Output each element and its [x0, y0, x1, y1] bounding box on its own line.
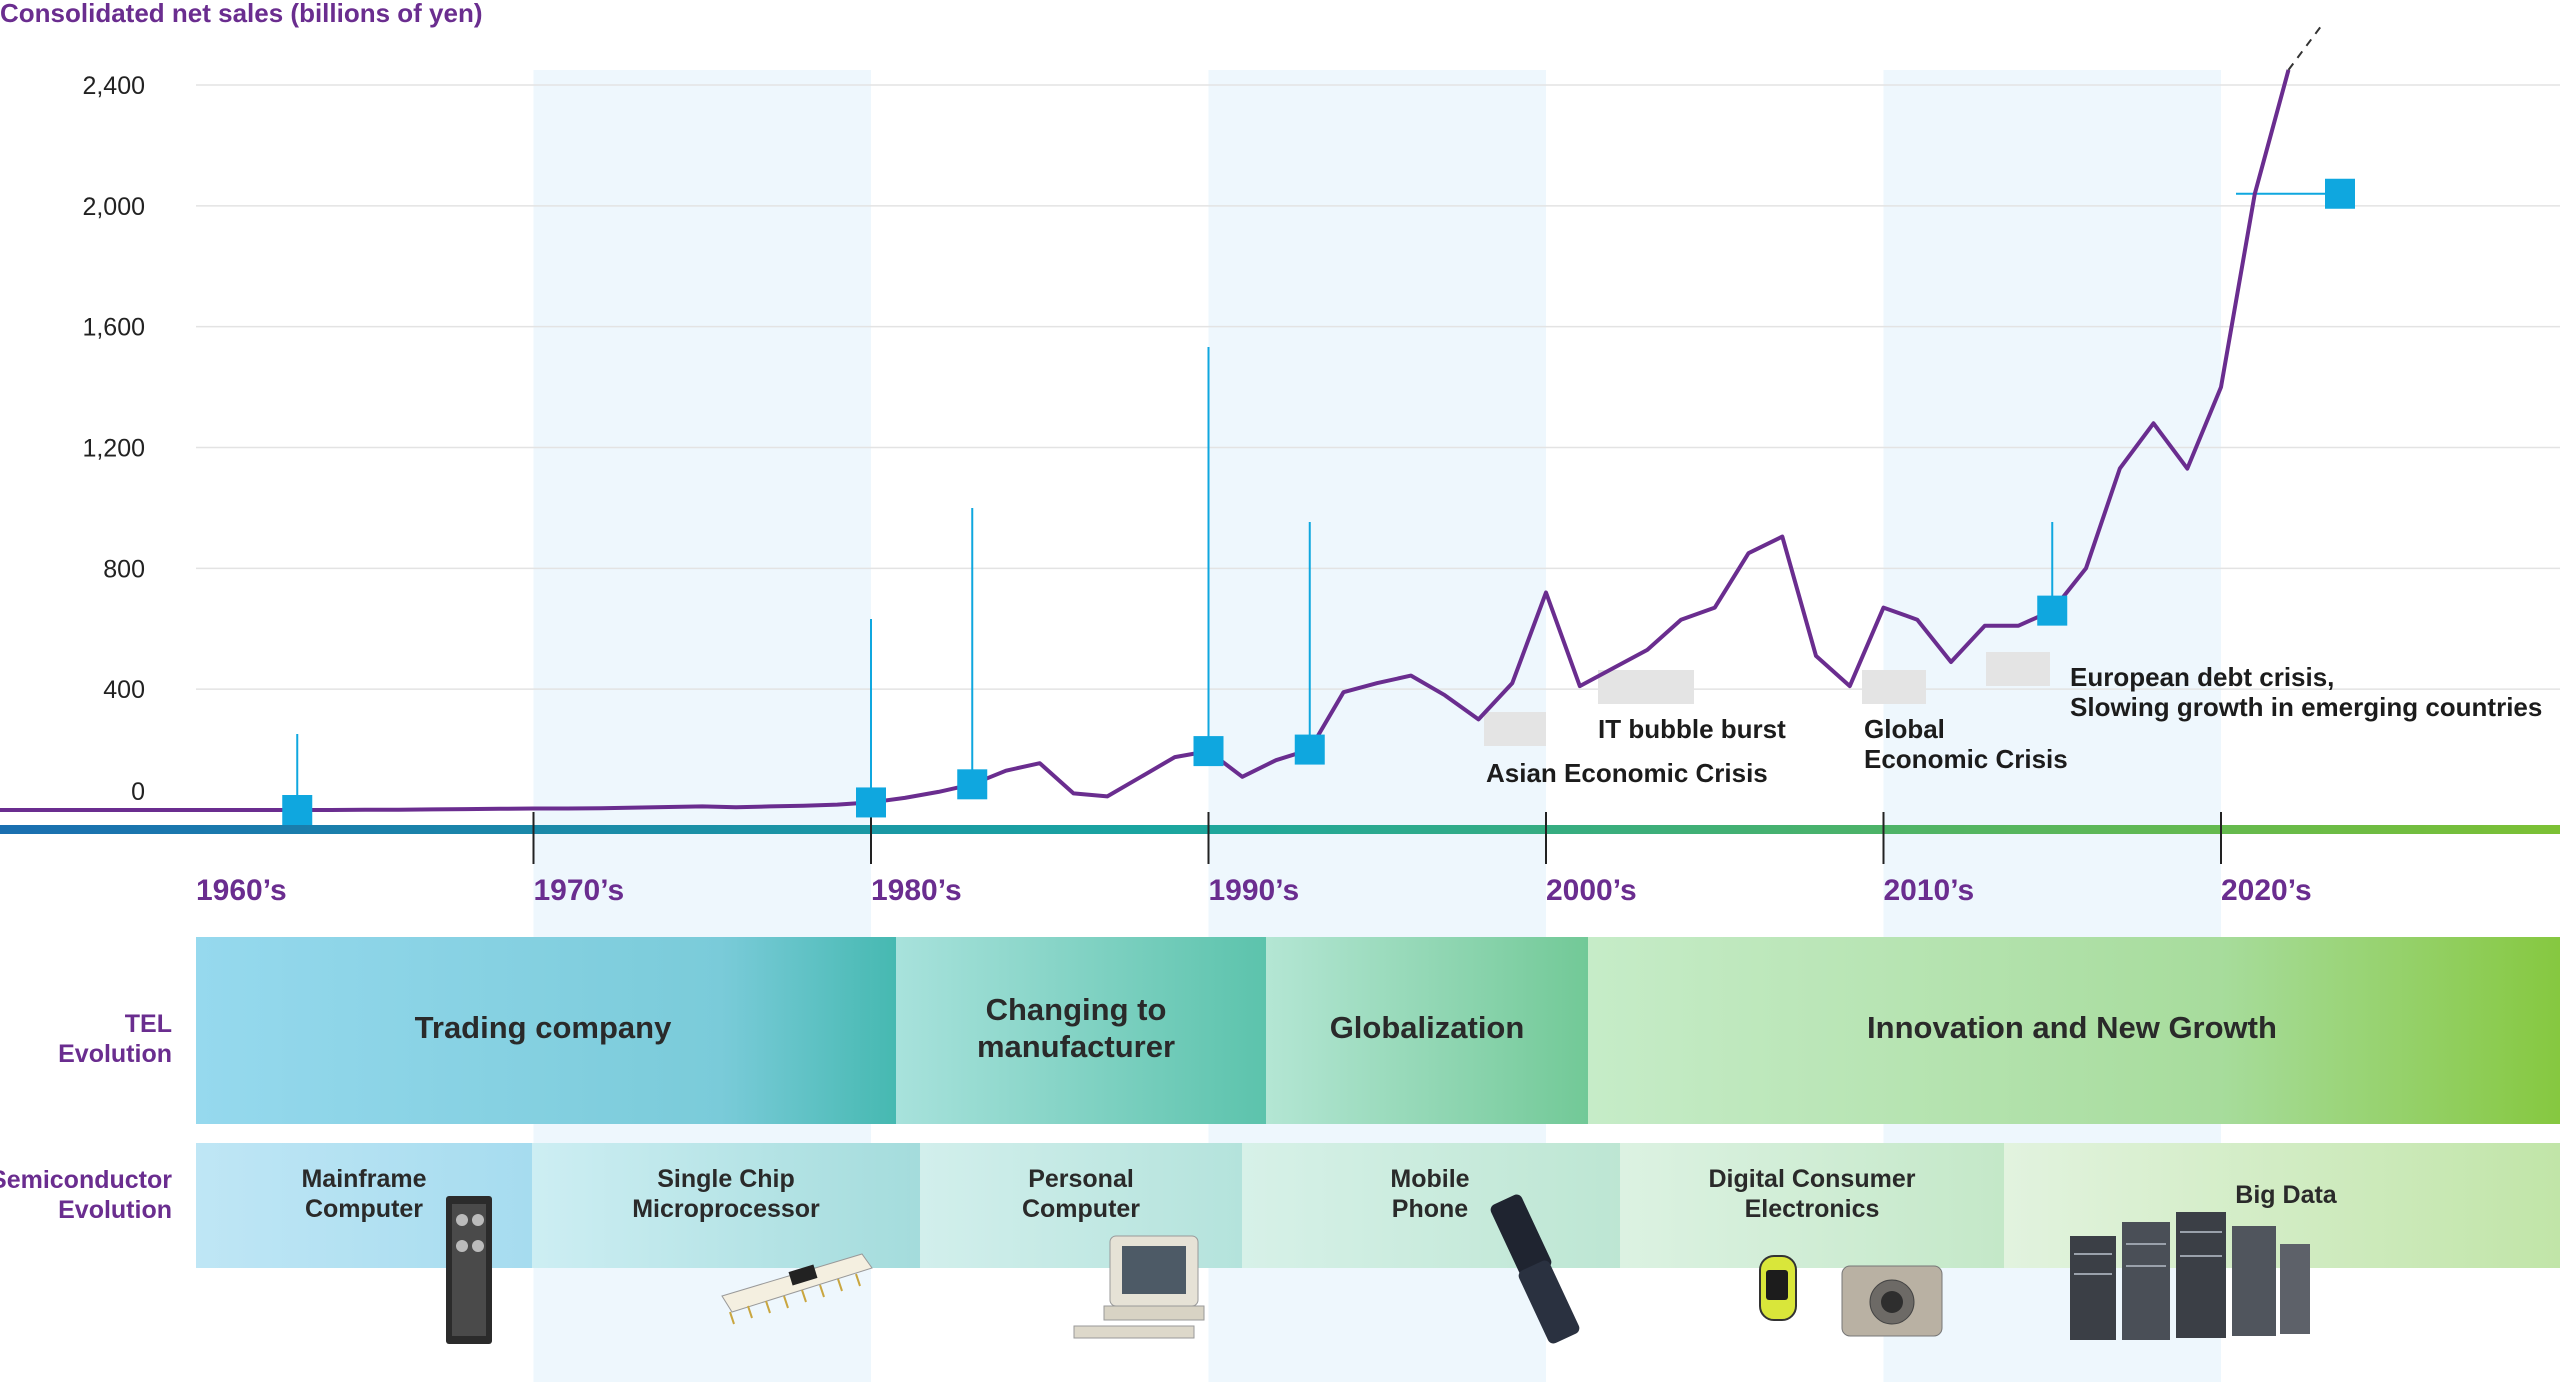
event-label: Asian Economic Crisis	[1486, 758, 1768, 788]
microprocessor-illustration	[721, 1253, 873, 1325]
semi-row-label-line2: Evolution	[58, 1196, 172, 1224]
tel-phase-label: manufacturer	[977, 1029, 1175, 1064]
semi-row-label-line1: Semiconductor	[0, 1166, 172, 1194]
milestone-marker	[856, 787, 886, 818]
tel-row-label: TEL Evolution	[58, 1010, 172, 1068]
milestone-marker	[957, 769, 988, 800]
milestone-marker	[282, 795, 313, 825]
event-label: Slowing growth in emerging countries	[2070, 692, 2542, 722]
personal-computer-illustration	[1073, 1235, 1205, 1339]
decade-label: 2010’s	[1884, 874, 1975, 907]
milestone-marker	[2325, 178, 2355, 209]
semi-phase-mobile	[1242, 1143, 1620, 1268]
event-label: IT bubble burst	[1598, 714, 1786, 744]
milestone-marker	[2037, 595, 2068, 626]
event-label: Global	[1864, 714, 1945, 744]
decade-label: 1990’s	[1209, 874, 1300, 907]
semi-phase-label: Electronics	[1745, 1195, 1880, 1223]
decade-labels: 1960’s 1970’s 1980’s 1990’s 2000’s 2010’s 2020…	[196, 874, 2312, 907]
semi-phase-label: Personal	[1028, 1165, 1134, 1193]
y-tick-label: 800	[103, 555, 145, 583]
semi-phase-label: Mainframe	[301, 1165, 426, 1193]
decade-ticks	[532, 812, 2222, 864]
semi-phase-label: Digital Consumer	[1709, 1165, 1916, 1193]
semi-phase-microprocessor	[532, 1143, 920, 1268]
semi-phase-label: Phone	[1392, 1195, 1468, 1223]
tel-evolution-row	[196, 937, 2560, 1124]
digital-consumer-illustration	[1759, 1255, 1943, 1337]
event-box	[1484, 712, 1546, 746]
y-axis-ticks: 0 400 800 1,200 1,600 2,000 2,400	[82, 72, 145, 806]
y-tick-label: 2,400	[82, 72, 145, 100]
mainframe-illustration	[446, 1196, 492, 1344]
semi-phase-label: Single Chip	[657, 1165, 795, 1193]
event-box	[1862, 670, 1926, 704]
decade-label: 2020’s	[2221, 874, 2312, 907]
gridlines	[196, 84, 2560, 690]
semi-phase-label: Mobile	[1390, 1165, 1469, 1193]
milestone-markers	[282, 178, 2355, 825]
event-box	[1986, 652, 2050, 686]
semi-phase-label: Big Data	[2235, 1181, 2338, 1209]
chart-title: Consolidated net sales (billions of yen)	[0, 0, 483, 28]
tel-phase-globalization	[1266, 937, 1588, 1124]
net-sales-line	[0, 69, 2291, 812]
semi-phase-consumer	[1620, 1143, 2004, 1268]
event-box	[1598, 670, 1694, 704]
net-sales-projection-line	[2287, 23, 2324, 71]
semi-phase-label: Computer	[305, 1195, 423, 1223]
economic-events: Asian Economic Crisis IT bubble burst Glob…	[1484, 652, 2542, 788]
decade-label: 1970’s	[534, 874, 625, 907]
tel-phase-label: Changing to	[986, 992, 1167, 1027]
semi-row-label: Semiconductor Evolution	[0, 1166, 172, 1224]
y-tick-label: 2,000	[82, 193, 145, 221]
semi-phase-label: Computer	[1022, 1195, 1140, 1223]
tel-phase-innovation	[1588, 937, 2560, 1124]
server-rack-illustration	[2070, 1212, 2310, 1340]
mobile-phone-illustration	[1490, 1194, 1580, 1344]
tel-phase-trading	[196, 937, 896, 1124]
tel-row-label-line1: TEL	[125, 1010, 172, 1038]
timeline-bar	[0, 825, 2560, 834]
tel-phase-label: Innovation and New Growth	[1867, 1010, 2277, 1045]
milestone-marker	[1193, 736, 1224, 767]
decade-label: 1960’s	[196, 874, 287, 907]
y-tick-label: 1,200	[82, 435, 145, 463]
y-tick-label: 1,600	[82, 314, 145, 342]
y-tick-label: 400	[103, 676, 145, 704]
tel-phase-manufacturer	[896, 937, 1266, 1124]
tel-phase-label: Trading company	[415, 1010, 672, 1045]
event-label: European debt crisis,	[2070, 662, 2334, 692]
milestone-marker	[1294, 734, 1325, 765]
decade-label: 1980’s	[871, 874, 962, 907]
y-tick-label: 0	[131, 778, 145, 806]
decade-label: 2000’s	[1546, 874, 1637, 907]
tel-phase-label: Globalization	[1330, 1010, 1525, 1045]
event-label: Economic Crisis	[1864, 744, 2068, 774]
tel-row-label-line2: Evolution	[58, 1040, 172, 1068]
semi-phase-label: Microprocessor	[632, 1195, 820, 1223]
